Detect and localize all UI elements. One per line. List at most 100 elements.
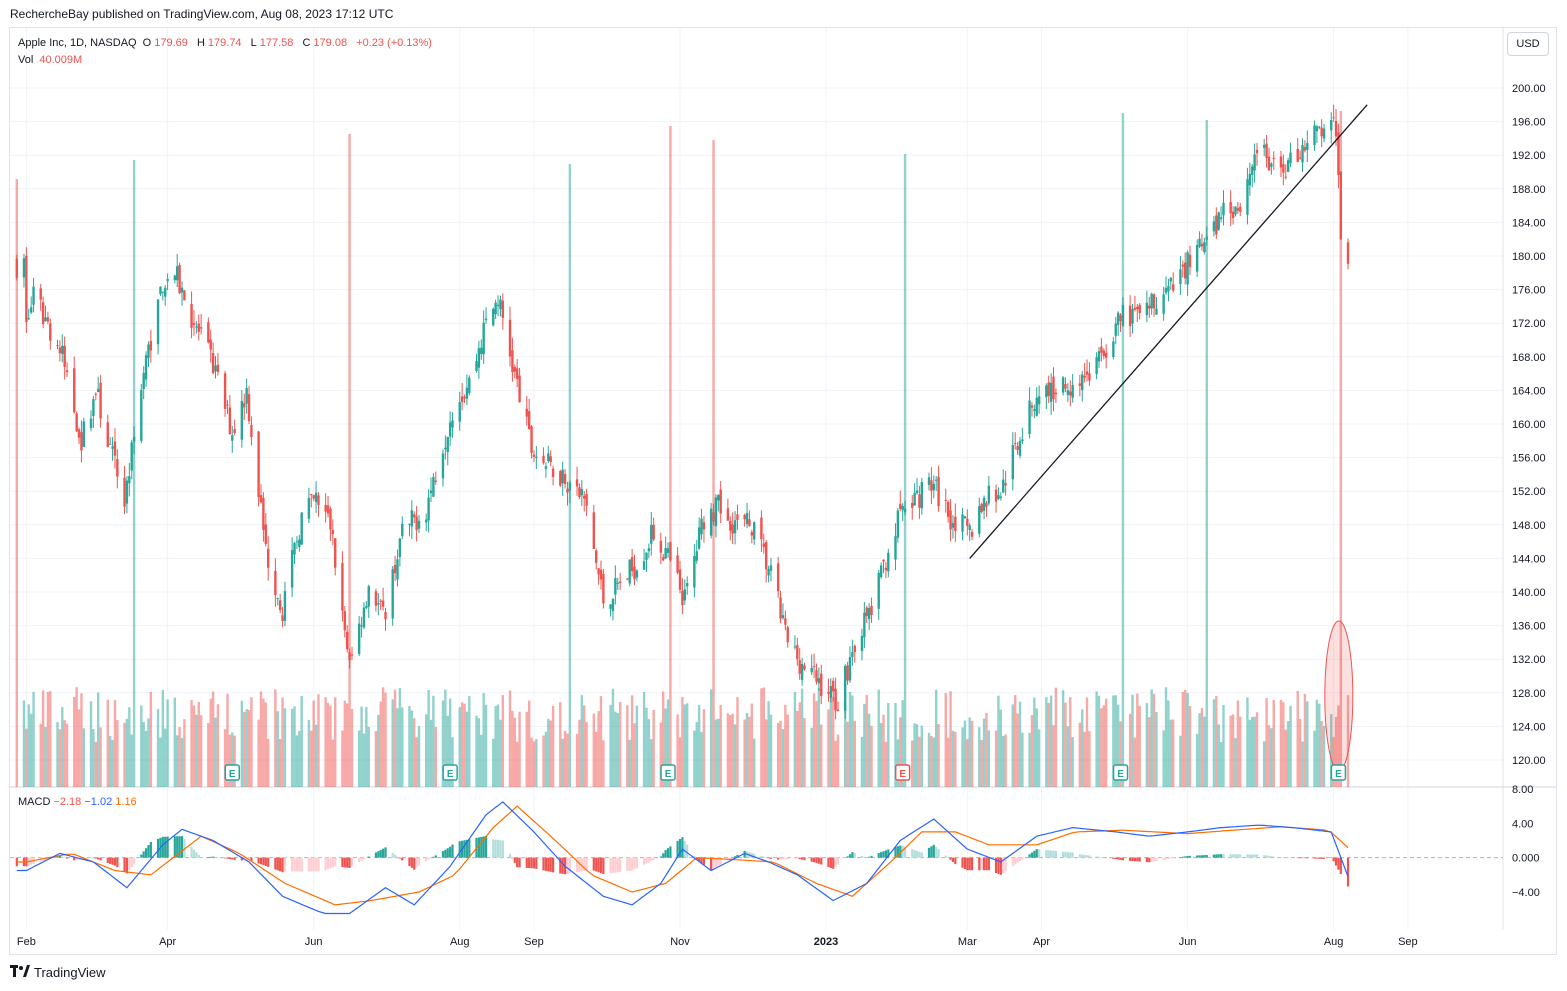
- macd-histogram-bar: [480, 836, 483, 858]
- macd-histogram-bar: [784, 857, 787, 860]
- candle-body: [1231, 211, 1235, 219]
- candle-body: [793, 646, 797, 648]
- macd-histogram-bar: [382, 848, 385, 858]
- candle-body: [92, 399, 95, 417]
- macd-histogram-bar: [645, 857, 648, 864]
- volume-bar: [1172, 719, 1175, 787]
- candle-body: [82, 421, 86, 448]
- volume-bar: [563, 730, 567, 787]
- candle-body: [494, 302, 497, 315]
- macd-histogram-bar: [197, 854, 200, 858]
- volume-bar: [207, 723, 210, 787]
- macd-histogram-bar: [140, 854, 143, 858]
- candle-body: [985, 503, 988, 507]
- macd-histogram-bar: [492, 839, 495, 858]
- volume-bar: [1128, 713, 1132, 787]
- macd-histogram-bar: [398, 857, 401, 859]
- volume-bar: [1013, 695, 1017, 787]
- candle-body: [1155, 308, 1158, 315]
- candle-body: [566, 488, 569, 493]
- candle-body: [317, 495, 320, 505]
- volume-bar: [1045, 697, 1048, 787]
- candle-body: [846, 665, 849, 681]
- volume-bar: [58, 729, 62, 787]
- candle-body: [515, 368, 519, 379]
- volume-bar: [324, 697, 327, 787]
- macd-histogram-bar: [276, 857, 279, 871]
- macd-histogram-bar: [631, 857, 634, 871]
- candle-body: [350, 654, 354, 656]
- candle-body: [712, 512, 715, 522]
- candle-body: [1097, 351, 1101, 362]
- volume-bar: [697, 705, 701, 787]
- candle-body: [75, 413, 78, 432]
- macd-histogram-bar: [314, 857, 318, 872]
- macd-histogram-bar: [980, 857, 983, 871]
- candle-body: [1145, 302, 1149, 316]
- volume-bar: [1081, 709, 1084, 787]
- time-tick-label: Apr: [1033, 936, 1050, 948]
- macd-histogram-bar: [147, 845, 150, 858]
- candle-body: [1169, 277, 1173, 282]
- currency-button[interactable]: USD: [1507, 32, 1549, 56]
- macd-histogram-bar: [195, 852, 198, 858]
- macd-histogram-bar: [164, 836, 167, 858]
- candle-body: [130, 442, 133, 471]
- volume-bar: [1148, 717, 1151, 787]
- volume-bar: [946, 737, 950, 787]
- macd-histogram-bar: [947, 857, 950, 859]
- candle-body: [140, 389, 143, 441]
- macd-histogram-bar: [99, 857, 102, 861]
- macd-histogram-bar: [300, 857, 303, 872]
- volume-bar: [1303, 693, 1307, 787]
- volume-bar: [583, 705, 586, 787]
- volume-bar: [934, 689, 938, 787]
- macd-histogram-bar: [125, 857, 129, 874]
- candle-body: [597, 568, 600, 575]
- macd-histogram-bar: [767, 857, 770, 859]
- macd-histogram-bar: [1167, 857, 1170, 860]
- macd-histogram-bar: [1169, 857, 1172, 859]
- macd-histogram-bar: [1136, 857, 1139, 862]
- volume-bar: [49, 691, 52, 787]
- macd-histogram-bar: [1205, 854, 1208, 858]
- candle-body: [542, 455, 545, 463]
- volume-bar: [532, 741, 536, 787]
- volume-bar: [360, 706, 363, 787]
- candle-body: [659, 540, 663, 553]
- footer-brand[interactable]: TradingView: [10, 965, 106, 980]
- macd-histogram-bar: [262, 857, 265, 866]
- candle-body: [58, 347, 62, 354]
- volume-bar: [231, 732, 234, 787]
- macd-histogram-bar: [702, 857, 706, 865]
- candle-body: [441, 453, 445, 479]
- candle-body: [345, 631, 349, 650]
- macd-histogram-bar: [1112, 857, 1115, 859]
- volume-bar: [1054, 687, 1058, 787]
- macd-histogram-bar: [324, 857, 327, 871]
- macd-histogram-bar: [863, 856, 866, 858]
- volume-bar: [1138, 705, 1141, 787]
- macd-histogram-bar: [1322, 857, 1326, 859]
- candle-body: [46, 317, 50, 322]
- volume-bar: [1253, 716, 1256, 787]
- volume-bar: [1131, 694, 1134, 787]
- macd-histogram-bar: [1045, 850, 1048, 858]
- price-tick-label: 168.00: [1512, 352, 1546, 364]
- macd-histogram-bar: [686, 844, 689, 858]
- candle-body: [1021, 439, 1024, 442]
- candle-body: [56, 345, 59, 347]
- candle-body: [678, 569, 682, 590]
- candle-body: [281, 615, 284, 622]
- macd-histogram-bar: [714, 857, 718, 868]
- macd-histogram-bar: [760, 855, 763, 858]
- candle-body: [183, 290, 186, 301]
- macd-histogram-bar: [944, 855, 947, 858]
- candle-body: [592, 512, 596, 550]
- candle-body: [786, 627, 789, 643]
- candle-body: [501, 300, 505, 318]
- candle-body: [123, 477, 126, 507]
- candle-body: [1167, 286, 1170, 292]
- time-tick-label: Mar: [958, 936, 977, 948]
